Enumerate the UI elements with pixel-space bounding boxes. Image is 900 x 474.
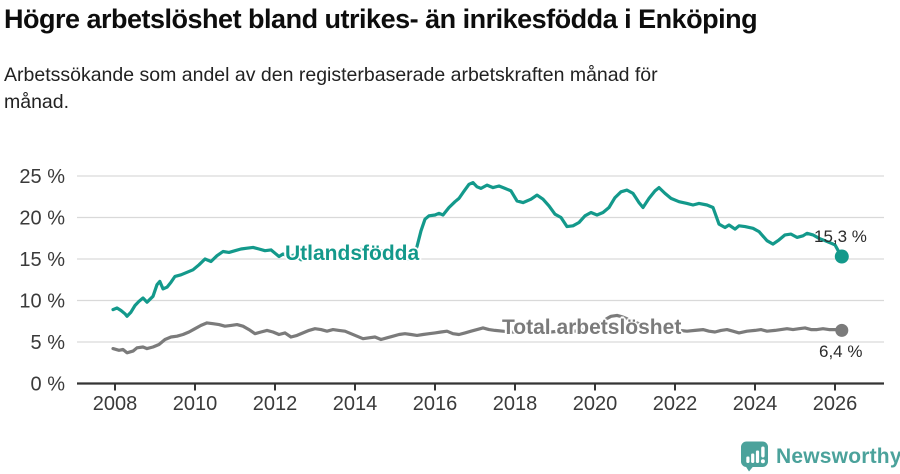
x-tick-label: 2008	[93, 393, 138, 415]
newsworthy-logo-text: Newsworthy	[776, 444, 900, 468]
x-tick-label: 2026	[813, 393, 858, 415]
x-tick-label: 2016	[413, 393, 458, 415]
y-tick-label: 25 %	[19, 166, 65, 188]
x-tick-label: 2012	[253, 393, 298, 415]
series-label-utlandsfodda: Utlandsfödda	[285, 242, 420, 265]
end-value-total-arbetsloshet: 6,4 %	[819, 342, 863, 361]
y-tick-label: 0 %	[31, 374, 66, 396]
x-tick-label: 2014	[333, 393, 378, 415]
x-tick-label: 2020	[573, 393, 618, 415]
series-line-0	[111, 180, 844, 318]
series-end-dot-0	[834, 249, 849, 264]
chart-subtitle: Arbetssökande som andel av den registerb…	[4, 62, 658, 116]
x-tick-label: 2010	[173, 393, 218, 415]
series-line-1	[111, 313, 844, 355]
subtitle-line-1: Arbetssökande som andel av den registerb…	[4, 64, 658, 86]
y-tick-label: 10 %	[19, 291, 65, 313]
end-value-utlandsfodda: 15,3 %	[814, 227, 867, 246]
newsworthy-logo: Newsworthy	[740, 441, 900, 472]
series-label-total-arbetsloshet: Total arbetslöshet	[502, 316, 682, 339]
y-tick-label: 20 %	[19, 208, 65, 230]
y-tick-label: 5 %	[31, 332, 66, 354]
series-end-dot-1	[835, 323, 849, 337]
x-tick-label: 2018	[493, 393, 538, 415]
page-title: Högre arbetslöshet bland utrikes- än inr…	[4, 4, 758, 34]
x-tick-label: 2022	[653, 393, 698, 415]
x-tick-label: 2024	[733, 393, 778, 415]
newsworthy-logo-icon	[741, 441, 768, 472]
subtitle-line-2: månad.	[4, 90, 70, 113]
y-tick-label: 15 %	[19, 249, 65, 271]
line-chart: 0 % 5 % 10 % 15 % 20 % 25 % 2008 2010 2012 2014 20…	[19, 166, 884, 415]
